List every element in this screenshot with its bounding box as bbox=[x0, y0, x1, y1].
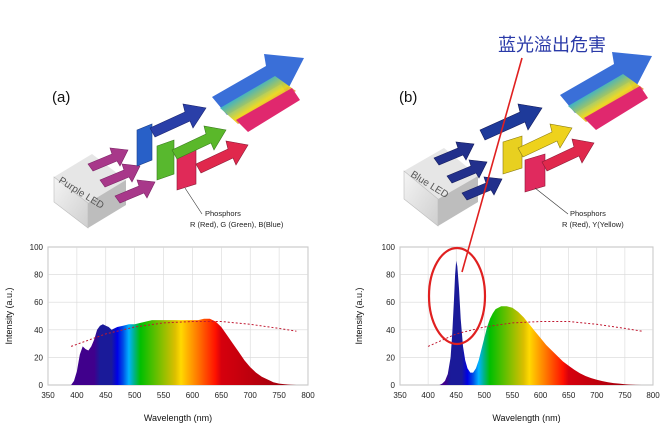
y-tick-label: 20 bbox=[386, 353, 395, 362]
y-tick-label: 0 bbox=[39, 381, 44, 390]
spectrum-area bbox=[439, 260, 642, 385]
x-tick-label: 800 bbox=[301, 391, 315, 400]
y-tick-label: 40 bbox=[386, 326, 395, 335]
blue-light-hazard-annotation: 蓝光溢出危害 bbox=[427, 35, 606, 346]
blue-arrows bbox=[433, 141, 503, 201]
x-tick-label: 500 bbox=[478, 391, 492, 400]
y-tick-label: 100 bbox=[30, 243, 44, 252]
annotation-pointer-line bbox=[461, 57, 523, 273]
white-light-beam-a bbox=[212, 54, 304, 132]
x-tick-label: 600 bbox=[186, 391, 200, 400]
x-tick-label: 550 bbox=[506, 391, 520, 400]
white-light-beam-b bbox=[560, 52, 652, 130]
rgb-arrows bbox=[149, 103, 249, 174]
y-tick-label: 0 bbox=[391, 381, 396, 390]
x-tick-label: 650 bbox=[562, 391, 576, 400]
x-tick-label: 750 bbox=[618, 391, 632, 400]
y-tick-label: 60 bbox=[34, 298, 43, 307]
phosphors-desc-a: R (Red), G (Green), B(Blue) bbox=[190, 220, 284, 229]
phosphors-title-a: Phosphors bbox=[205, 209, 241, 218]
spectrum-chart-b: 0 20 40 60 80 100 350 400 450 500 550 600 650 700 750 8… bbox=[354, 243, 660, 423]
panel-b-label: (b) bbox=[399, 89, 417, 106]
annotation-circle bbox=[427, 246, 487, 346]
blue-led-block: Blue LED bbox=[403, 148, 478, 227]
ry-arrows bbox=[479, 103, 595, 172]
x-tick-label: 400 bbox=[70, 391, 84, 400]
ry-phosphor-blocks bbox=[502, 135, 546, 193]
x-tick-label: 500 bbox=[128, 391, 142, 400]
x-tick-label: 450 bbox=[450, 391, 464, 400]
x-tick-label: 600 bbox=[534, 391, 548, 400]
x-tick-label: 350 bbox=[41, 391, 55, 400]
x-tick-label: 550 bbox=[157, 391, 171, 400]
y-tick-label: 80 bbox=[386, 271, 395, 280]
purple-arrows bbox=[87, 147, 156, 204]
phosphor-pointer-a bbox=[184, 187, 203, 215]
y-axis-label: Intensity (a.u.) bbox=[354, 287, 364, 344]
phosphors-title-b: Phosphors bbox=[570, 209, 606, 218]
spectrum-chart-a: 0 20 40 60 80 100 350 400 450 500 550 600 650 700 750 8… bbox=[4, 243, 315, 423]
y-tick-label: 60 bbox=[386, 298, 395, 307]
x-tick-label: 350 bbox=[393, 391, 407, 400]
phosphor-pointer-b bbox=[534, 187, 569, 215]
phosphors-desc-b: R (Red), Y(Yellow) bbox=[562, 220, 624, 229]
y-tick-label: 100 bbox=[382, 243, 396, 252]
blue-light-hazard-text: 蓝光溢出危害 bbox=[498, 35, 606, 56]
x-tick-label: 650 bbox=[215, 391, 229, 400]
panel-a-diagram: (a) Purple LED bbox=[52, 54, 304, 229]
x-tick-label: 750 bbox=[272, 391, 286, 400]
purple-led-block: Purple LED bbox=[53, 154, 126, 229]
reference-dotted-line bbox=[427, 321, 642, 347]
x-tick-label: 400 bbox=[421, 391, 435, 400]
panel-a-label: (a) bbox=[52, 89, 70, 106]
x-tick-label: 450 bbox=[99, 391, 113, 400]
panel-b-diagram: (b) Blue LED Phosphors R (R bbox=[399, 52, 652, 229]
y-tick-label: 20 bbox=[34, 353, 43, 362]
spectrum-area bbox=[71, 318, 297, 385]
x-tick-label: 700 bbox=[244, 391, 258, 400]
y-tick-label: 80 bbox=[34, 271, 43, 280]
rgb-phosphor-blocks bbox=[136, 123, 197, 191]
reference-dotted-line bbox=[70, 321, 297, 347]
x-tick-label: 800 bbox=[646, 391, 660, 400]
x-tick-label: 700 bbox=[590, 391, 604, 400]
y-axis-label: Intensity (a.u.) bbox=[4, 287, 14, 344]
y-tick-label: 40 bbox=[34, 326, 43, 335]
x-axis-label: Wavelength (nm) bbox=[492, 413, 560, 423]
x-axis-label: Wavelength (nm) bbox=[144, 413, 212, 423]
